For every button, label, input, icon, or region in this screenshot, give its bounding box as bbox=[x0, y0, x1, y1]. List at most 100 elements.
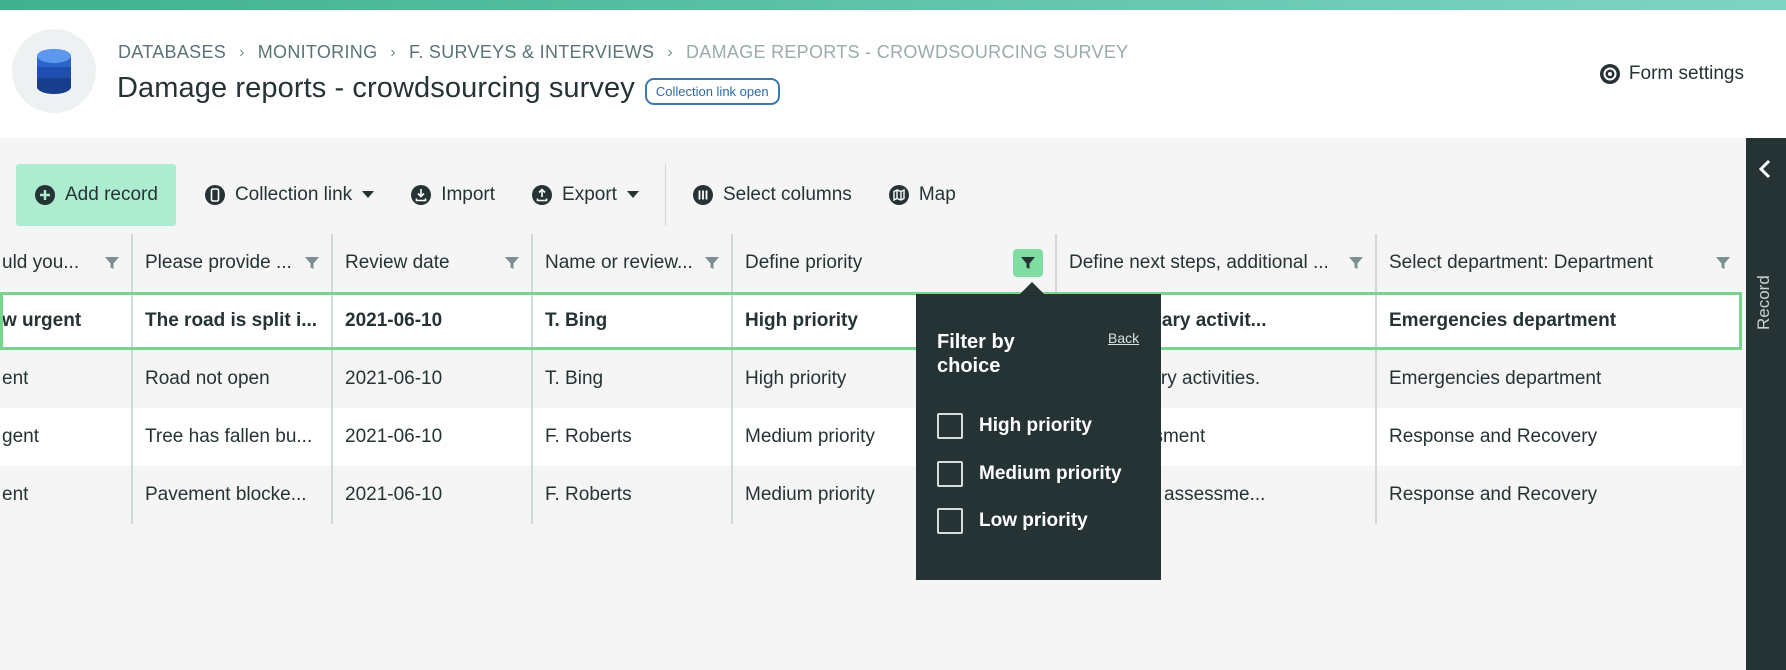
caret-down-icon bbox=[626, 191, 639, 198]
table-cell[interactable]: ith necessary activit... bbox=[1057, 292, 1377, 350]
filter-option-label: Low priority bbox=[979, 510, 1088, 531]
add-record-label: Add record bbox=[65, 184, 158, 205]
table-cell[interactable]: T. Bing bbox=[533, 350, 733, 408]
chevron-right-icon: › bbox=[390, 43, 397, 61]
table-cell[interactable]: Response and Recovery bbox=[1377, 466, 1742, 524]
cell-text: T. Bing bbox=[545, 368, 604, 389]
filter-icon[interactable] bbox=[1349, 256, 1363, 270]
cell-text: T. Bing bbox=[545, 310, 608, 331]
table-cell[interactable]: vith assessment bbox=[1057, 408, 1377, 466]
active-filter-icon[interactable] bbox=[1013, 249, 1043, 277]
chevron-right-icon: › bbox=[239, 43, 245, 61]
upload-icon bbox=[532, 185, 553, 205]
column-header[interactable]: Define next steps, additional ... bbox=[1057, 234, 1377, 292]
table-cell[interactable]: T. Bing bbox=[533, 292, 733, 350]
filter-option-high[interactable]: High priority bbox=[937, 413, 1092, 439]
column-header[interactable]: Define priority bbox=[733, 234, 1057, 292]
plus-circle-icon bbox=[35, 185, 55, 205]
table-cell[interactable]: ent bbox=[0, 466, 133, 524]
cell-text: Medium priority bbox=[745, 426, 875, 447]
collection-link-button[interactable]: Collection link bbox=[186, 164, 392, 226]
column-header[interactable]: uld you... bbox=[0, 234, 133, 292]
column-header[interactable]: Review date bbox=[333, 234, 533, 292]
table-row[interactable]: gent Tree has fallen bu... 2021-06-10 F.… bbox=[0, 408, 1742, 466]
table-header-row: uld you... Please provide ... Review dat… bbox=[0, 234, 1742, 292]
table-cell[interactable]: The road is split i... bbox=[133, 292, 333, 350]
table-cell[interactable]: th necessary activities. bbox=[1057, 350, 1377, 408]
table-cell[interactable]: 2021-06-10 bbox=[333, 466, 533, 524]
filter-option-label: High priority bbox=[979, 415, 1092, 436]
cell-text: Emergencies department bbox=[1389, 368, 1602, 389]
cell-text: High priority bbox=[745, 368, 847, 389]
import-button[interactable]: Import bbox=[392, 164, 513, 226]
table-cell[interactable]: F. Roberts bbox=[533, 466, 733, 524]
breadcrumb-surveys[interactable]: F. SURVEYS & INTERVIEWS bbox=[409, 42, 655, 62]
cell-text: Response and Recovery bbox=[1389, 484, 1598, 505]
table-cell[interactable]: Response and Recovery bbox=[1377, 408, 1742, 466]
table-row[interactable]: ent Pavement blocke... 2021-06-10 F. Rob… bbox=[0, 466, 1742, 524]
toolbar-divider bbox=[664, 164, 666, 226]
chevron-left-icon[interactable] bbox=[1756, 158, 1774, 180]
table-cell[interactable]: w urgent bbox=[0, 292, 133, 350]
checkbox[interactable] bbox=[937, 413, 963, 439]
cell-text: Pavement blocke... bbox=[145, 484, 307, 505]
filter-icon[interactable] bbox=[305, 256, 319, 270]
record-side-panel[interactable]: Record bbox=[1746, 138, 1786, 670]
cell-text: Road not open bbox=[145, 368, 270, 389]
table-cell[interactable]: gent bbox=[0, 408, 133, 466]
table-cell[interactable]: Pavement blocke... bbox=[133, 466, 333, 524]
breadcrumb: DATABASES › MONITORING › F. SURVEYS & IN… bbox=[118, 42, 1128, 63]
filter-back-link[interactable]: Back bbox=[1108, 330, 1140, 346]
table-cell[interactable]: vith further assessme... bbox=[1057, 466, 1377, 524]
table-row[interactable]: ent Road not open 2021-06-10 T. Bing Hig… bbox=[0, 350, 1742, 408]
status-badge: Collection link open bbox=[644, 78, 780, 105]
page-title: Damage reports - crowdsourcing survey bbox=[117, 72, 635, 104]
toolbar: Add record Collection link Import Export… bbox=[16, 164, 974, 226]
caret-down-icon bbox=[362, 191, 375, 198]
cell-text: 2021-06-10 bbox=[345, 310, 443, 331]
column-header[interactable]: Please provide ... bbox=[133, 234, 333, 292]
table-row-selected[interactable]: w urgent The road is split i... 2021-06-… bbox=[0, 292, 1742, 350]
filter-icon[interactable] bbox=[505, 256, 519, 270]
column-header[interactable]: Select department: Department bbox=[1377, 234, 1742, 292]
table-cell[interactable]: ent bbox=[0, 350, 133, 408]
filter-icon[interactable] bbox=[105, 256, 119, 270]
database-logo-icon bbox=[12, 29, 96, 113]
page-header: DATABASES › MONITORING › F. SURVEYS & IN… bbox=[0, 10, 1786, 138]
column-header-label: Name or review... bbox=[545, 252, 693, 273]
filter-option-medium[interactable]: Medium priority bbox=[937, 461, 1122, 487]
breadcrumb-monitoring[interactable]: MONITORING bbox=[257, 42, 378, 62]
table-cell[interactable]: Road not open bbox=[133, 350, 333, 408]
form-settings-label: Form settings bbox=[1628, 63, 1744, 84]
cell-text: 2021-06-10 bbox=[345, 368, 443, 389]
cell-text: The road is split i... bbox=[145, 310, 318, 331]
table-cell[interactable]: Tree has fallen bu... bbox=[133, 408, 333, 466]
cell-text: ent bbox=[2, 484, 29, 505]
add-record-button[interactable]: Add record bbox=[16, 164, 176, 226]
column-header[interactable]: Name or review... bbox=[533, 234, 733, 292]
cell-text: ent bbox=[2, 368, 29, 389]
cell-text: Tree has fallen bu... bbox=[145, 426, 313, 447]
filter-icon[interactable] bbox=[1716, 256, 1730, 270]
table-cell[interactable]: F. Roberts bbox=[533, 408, 733, 466]
table-cell[interactable]: 2021-06-10 bbox=[333, 350, 533, 408]
filter-icon[interactable] bbox=[705, 256, 719, 270]
breadcrumb-databases[interactable]: DATABASES bbox=[118, 42, 227, 62]
checkbox[interactable] bbox=[937, 508, 963, 534]
filter-option-low[interactable]: Low priority bbox=[937, 508, 1088, 534]
table-cell[interactable]: 2021-06-10 bbox=[333, 292, 533, 350]
map-label: Map bbox=[918, 184, 956, 205]
table-cell[interactable]: Emergencies department bbox=[1377, 350, 1742, 408]
form-settings-button[interactable]: Form settings bbox=[1599, 63, 1744, 85]
map-button[interactable]: Map bbox=[870, 164, 974, 226]
column-header-label: Review date bbox=[345, 252, 450, 273]
checkbox[interactable] bbox=[937, 461, 963, 487]
breadcrumb-current: DAMAGE REPORTS - CROWDSOURCING SURVEY bbox=[685, 42, 1129, 62]
cell-text: 2021-06-10 bbox=[345, 426, 443, 447]
table-cell[interactable]: 2021-06-10 bbox=[333, 408, 533, 466]
gear-icon bbox=[1599, 64, 1620, 84]
export-button[interactable]: Export bbox=[513, 164, 657, 226]
select-columns-button[interactable]: Select columns bbox=[674, 164, 870, 226]
map-icon bbox=[888, 185, 909, 205]
table-cell[interactable]: Emergencies department bbox=[1377, 292, 1742, 350]
